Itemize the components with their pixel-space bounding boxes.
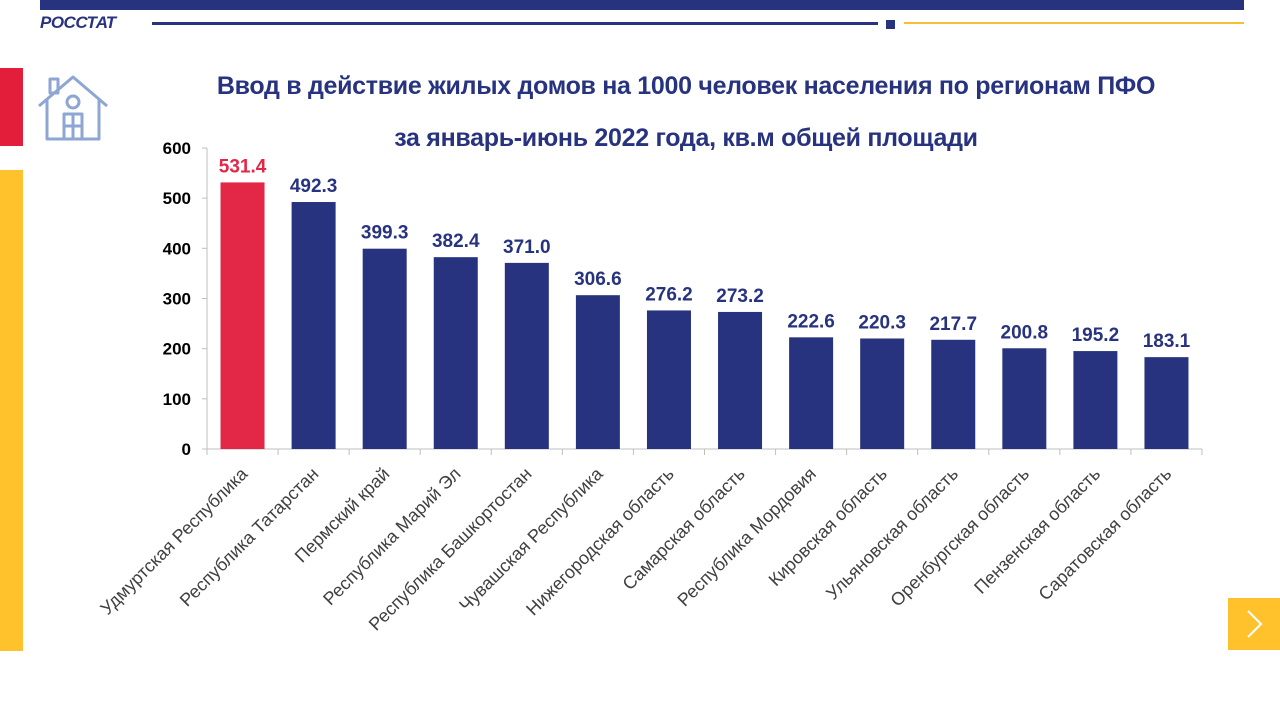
header-rule-yellow xyxy=(904,22,1244,24)
header-rule-square xyxy=(886,20,895,29)
bar-value-label: 273.2 xyxy=(716,286,764,307)
y-tick-label: 200 xyxy=(163,340,191,359)
bar xyxy=(291,202,336,449)
bar-value-label: 200.8 xyxy=(1001,322,1049,343)
y-tick-label: 100 xyxy=(163,390,191,409)
category-label: Республика Мордовия xyxy=(673,464,820,611)
bar-value-label: 306.6 xyxy=(574,269,622,290)
bar-value-label: 399.3 xyxy=(361,223,409,244)
category-label: Республика Татарстан xyxy=(176,464,323,611)
bar-value-label: 531.4 xyxy=(219,156,267,177)
category-label: Саратовская область xyxy=(1035,464,1176,605)
category-label: Самарская область xyxy=(619,464,749,594)
house-icon xyxy=(36,72,110,144)
bar-value-label: 276.2 xyxy=(645,284,693,305)
y-tick-label: 300 xyxy=(163,290,191,309)
left-accent-yellow xyxy=(0,170,23,651)
category-label: Ульяновская область xyxy=(822,464,962,604)
bar-value-label: 371.0 xyxy=(503,237,551,258)
bar-value-label: 382.4 xyxy=(432,231,480,252)
category-label: Республика Марий Эл xyxy=(319,464,464,609)
bar-value-label: 217.7 xyxy=(929,314,977,335)
bar xyxy=(646,310,691,449)
category-label: Нижегородская область xyxy=(522,464,678,620)
category-label: Кировская область xyxy=(765,464,891,590)
bar xyxy=(1002,348,1047,449)
category-label: Оренбургская область xyxy=(886,464,1033,611)
bar xyxy=(789,337,834,449)
category-label: Пензенская область xyxy=(970,464,1104,598)
next-slide-button[interactable] xyxy=(1228,598,1280,650)
bar xyxy=(1144,357,1189,449)
category-label: Удмуртская Республика xyxy=(96,463,252,619)
bar xyxy=(1073,351,1118,449)
chevron-right-icon xyxy=(1247,610,1263,638)
rosstat-logo: РОССТАТ xyxy=(40,13,116,32)
bar xyxy=(362,248,407,449)
bar xyxy=(433,257,478,449)
bar-value-label: 492.3 xyxy=(290,176,338,197)
bar xyxy=(575,295,620,449)
y-tick-label: 400 xyxy=(163,239,191,258)
bar-value-label: 183.1 xyxy=(1143,331,1191,352)
y-tick-label: 0 xyxy=(182,440,191,459)
bar xyxy=(931,339,976,449)
bar xyxy=(860,338,905,449)
bar xyxy=(220,182,265,449)
bar xyxy=(504,262,549,449)
header-rule-blue xyxy=(152,22,878,25)
y-tick-label: 500 xyxy=(163,189,191,208)
chart-title: Ввод в действие жилых домов на 1000 чело… xyxy=(140,60,1232,164)
bar-value-label: 195.2 xyxy=(1072,325,1120,346)
bar-value-label: 220.3 xyxy=(858,312,906,333)
left-accent-red xyxy=(0,68,23,146)
top-band xyxy=(40,0,1244,10)
bar xyxy=(718,311,763,449)
chart-title-line-2: за январь-июнь 2022 года, кв.м общей пло… xyxy=(394,124,978,152)
bar-value-label: 222.6 xyxy=(787,311,835,332)
y-tick-label: 600 xyxy=(163,139,191,158)
chart-title-line-1: Ввод в действие жилых домов на 1000 чело… xyxy=(216,72,1156,100)
category-label: Чувашская Республика xyxy=(455,463,607,615)
